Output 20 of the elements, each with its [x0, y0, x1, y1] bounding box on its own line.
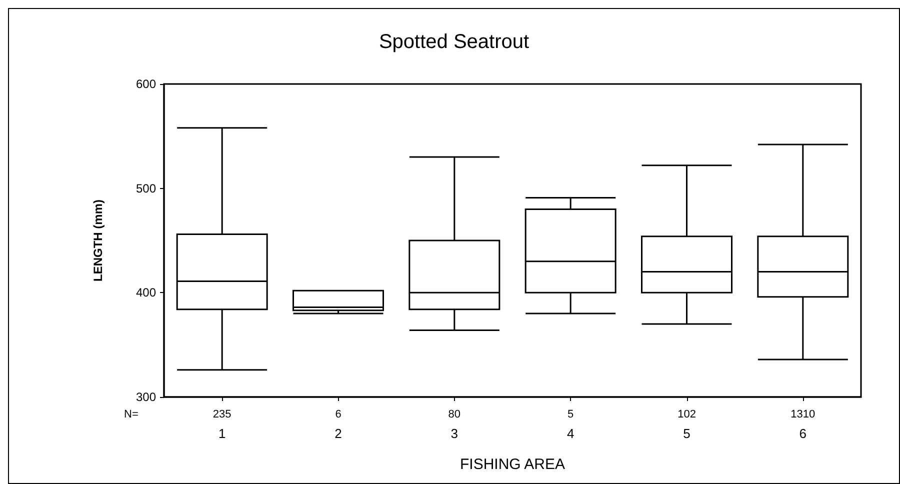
text: 1310	[790, 408, 816, 420]
text: N=	[124, 408, 138, 420]
x-tick-label: 5	[683, 426, 690, 441]
text: 6	[335, 408, 342, 420]
text: 80	[448, 408, 461, 420]
x-tick-label: 3	[450, 426, 458, 441]
y-tick-label: 400	[136, 286, 156, 300]
y-tick-label: 500	[136, 181, 156, 196]
text: 235	[212, 408, 232, 420]
x-tick-label: 6	[799, 426, 807, 441]
y-axis-title: LENGTH (mm)	[91, 200, 105, 282]
x-axis-title: FISHING AREA	[460, 456, 566, 473]
chart-title: Spotted Seatrout	[378, 31, 530, 53]
text: 102	[678, 408, 696, 420]
x-tick-label: 4	[566, 426, 574, 441]
y-tick-label: 300	[136, 390, 156, 404]
y-tick-label: 600	[136, 77, 156, 91]
x-tick-label: 1	[218, 426, 226, 441]
x-tick-label: 2	[334, 426, 342, 441]
text: 5	[568, 408, 574, 420]
